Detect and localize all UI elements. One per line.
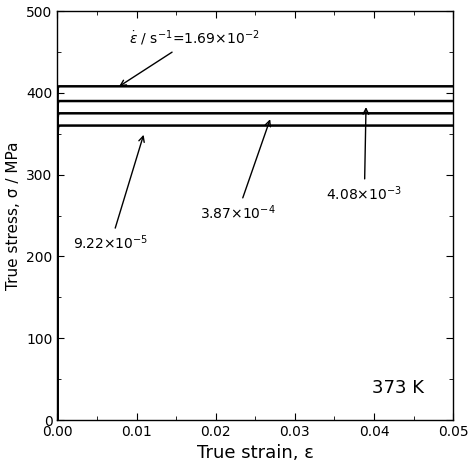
Text: 373 K: 373 K xyxy=(372,379,424,397)
Text: 9.22×10$^{-5}$: 9.22×10$^{-5}$ xyxy=(73,136,148,252)
X-axis label: True strain, ε: True strain, ε xyxy=(197,445,314,462)
Text: 4.08×10$^{-3}$: 4.08×10$^{-3}$ xyxy=(327,109,402,203)
Y-axis label: True stress, σ / MPa: True stress, σ / MPa xyxy=(6,141,20,290)
Text: 3.87×10$^{-4}$: 3.87×10$^{-4}$ xyxy=(200,121,275,222)
Text: $\dot{\varepsilon}$ / s$^{-1}$=1.69×10$^{-2}$: $\dot{\varepsilon}$ / s$^{-1}$=1.69×10$^… xyxy=(120,29,259,86)
